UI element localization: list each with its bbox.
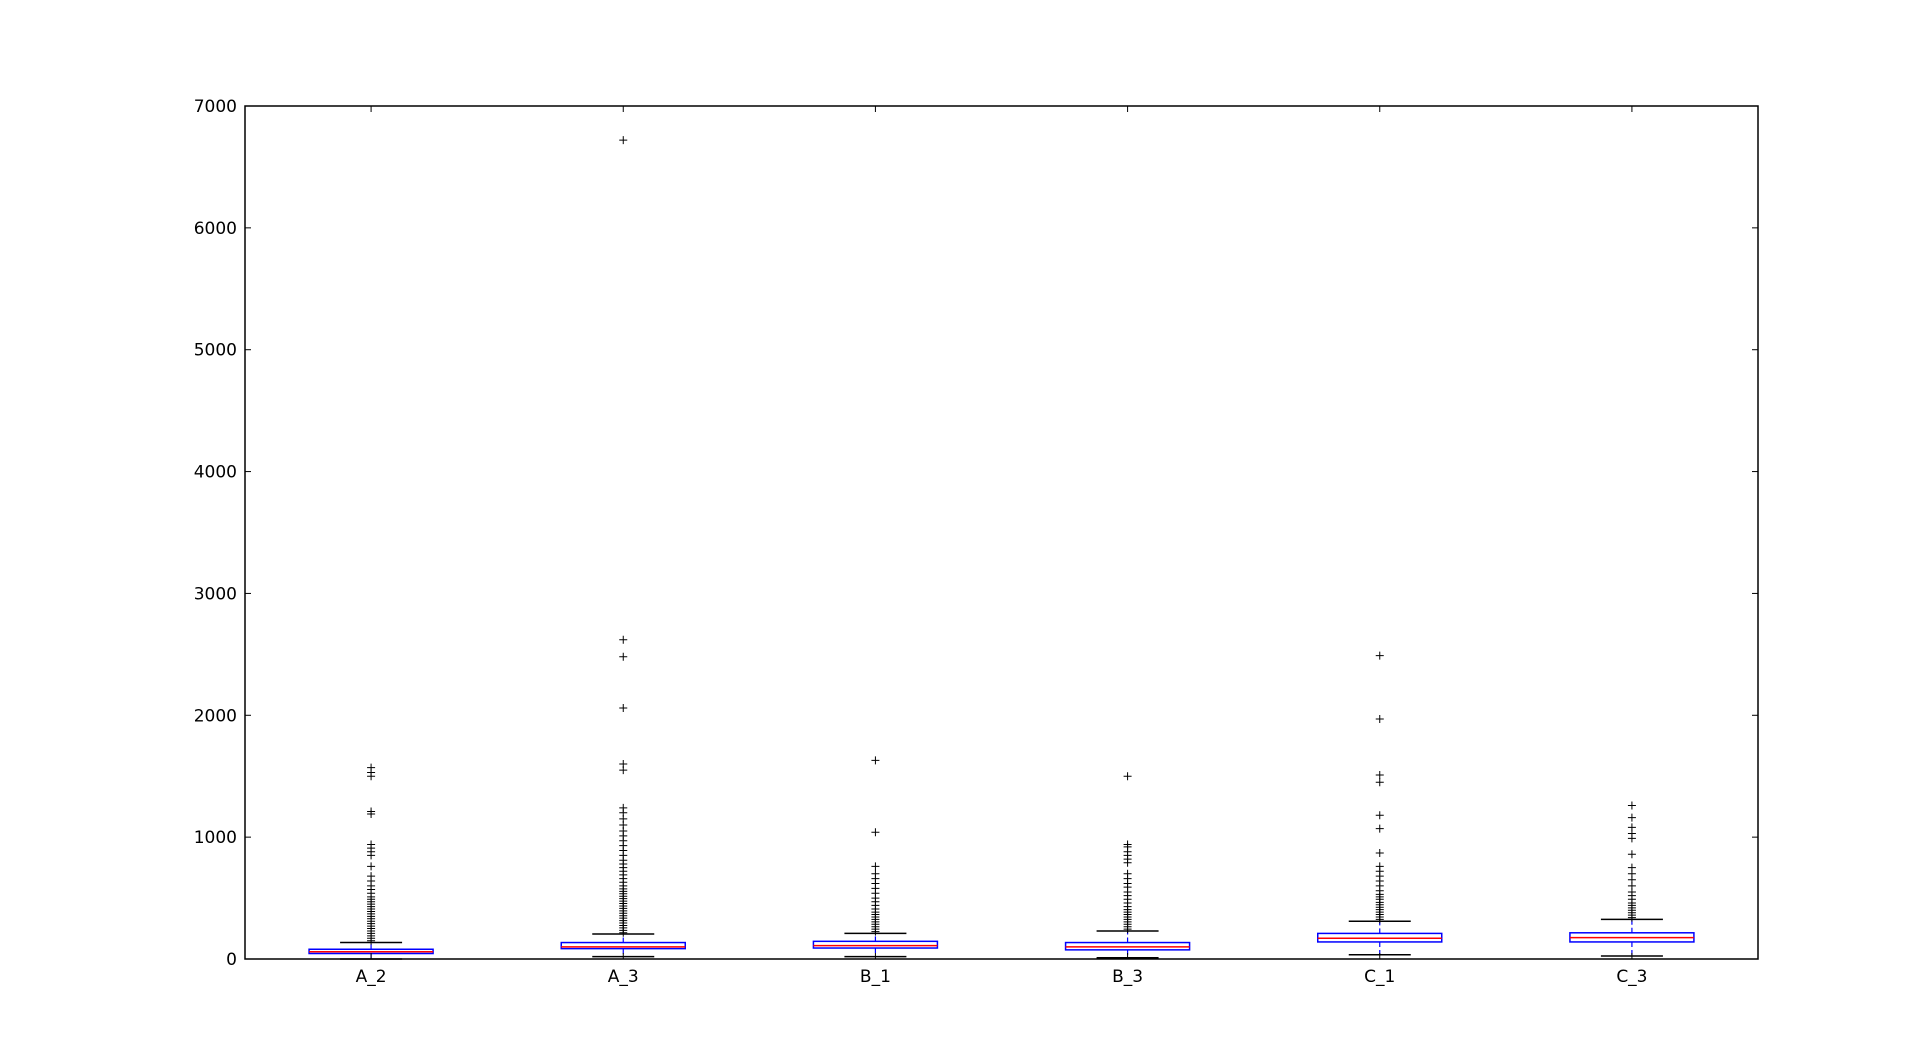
flier-point [367,862,376,871]
box-C_3 [1569,801,1695,957]
y-tick-label: 7000 [194,97,237,117]
x-tick-label: C_3 [1616,967,1647,987]
flier-point [1627,823,1636,832]
flier-point [871,828,880,837]
flier-point [1627,813,1636,822]
y-tick-label: 4000 [194,463,237,483]
flier-point [1375,862,1384,871]
x-tick-label: A_2 [356,967,387,987]
flier-point [1627,850,1636,859]
x-tick-label: A_3 [608,967,639,987]
y-tick-label: 3000 [194,584,237,604]
box-B_3 [1064,772,1191,959]
box-A_2 [308,763,434,960]
x-tick-label: C_1 [1364,967,1395,987]
flier-point [1627,801,1636,810]
flier-point [1123,840,1132,849]
flier-point [871,756,880,765]
flier-point [619,136,628,145]
box-iqr [812,940,939,949]
box-C_1 [1317,651,1443,956]
y-tick-label: 1000 [194,828,237,848]
flier-point [619,803,628,812]
flier-point [1375,778,1384,787]
flier-point [1375,811,1384,820]
flier-point [367,807,376,816]
box-A_3 [560,136,686,958]
x-tick-label: B_1 [860,967,891,987]
box-iqr [560,941,686,950]
flier-point [367,840,376,849]
flier-point [367,872,376,881]
flier-point [619,652,628,661]
y-tick-label: 2000 [194,706,237,726]
y-tick-label: 0 [226,950,237,970]
plot-area [308,136,1695,960]
flier-point [1375,824,1384,833]
flier-point [871,869,880,878]
box-B_1 [812,756,939,958]
y-tick-label: 6000 [194,219,237,239]
flier-point [1627,863,1636,872]
flier-point [871,862,880,871]
axes-frame [244,105,1759,960]
flier-point [619,703,628,712]
flier-point [1375,770,1384,779]
flier-point [619,760,628,769]
flier-point [1375,714,1384,723]
flier-point [1123,772,1132,781]
flier-point [367,763,376,772]
axes: 0 1000 2000 3000 4000 5000 6000 7000 A_2 A_3 B_1 B_… [194,97,1758,987]
flier-point [1123,869,1132,878]
flier-point [1375,848,1384,857]
flier-point [1375,651,1384,660]
x-tick-label: B_3 [1112,967,1143,987]
y-tick-label: 5000 [194,341,237,361]
flier-point [619,635,628,644]
